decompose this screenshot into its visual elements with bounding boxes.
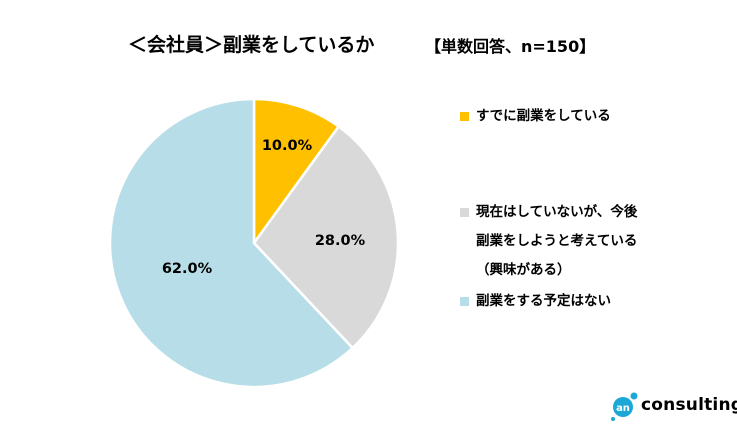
legend-label: 副業をしようと考えている [476,233,638,249]
data-label: 10.0% [262,138,313,154]
legend-label: （興味がある） [476,262,571,278]
legend-swatch [460,208,469,217]
legend-item-no-plan: 副業をする予定はない [460,287,611,316]
data-label: 62.0% [162,261,213,277]
logo-word: consulting [641,395,737,415]
pie-slice [108,97,355,389]
data-label: 28.0% [315,233,366,249]
chart-subtitle: 【単数回答、n=150】 [425,37,596,56]
chart-title: ＜会社員＞副業をしているか [128,34,375,56]
logo-mark-icon: an [610,392,638,421]
legend-item-considering: 現在はしていないが、今後 副業をしようと考えている （興味がある） [460,198,637,285]
legend-label: 現在はしていないが、今後 [476,204,638,220]
legend-swatch [460,297,469,306]
logo-mark-text: an [616,403,630,414]
legend-label: すでに副業をしている [476,108,611,124]
pie-slice [252,97,341,247]
pie-slice [252,124,400,350]
legend-swatch [460,112,469,121]
legend-item-already: すでに副業をしている [460,102,611,131]
logo: an consulting [610,392,737,421]
legend-label: 副業をする予定はない [476,293,611,309]
